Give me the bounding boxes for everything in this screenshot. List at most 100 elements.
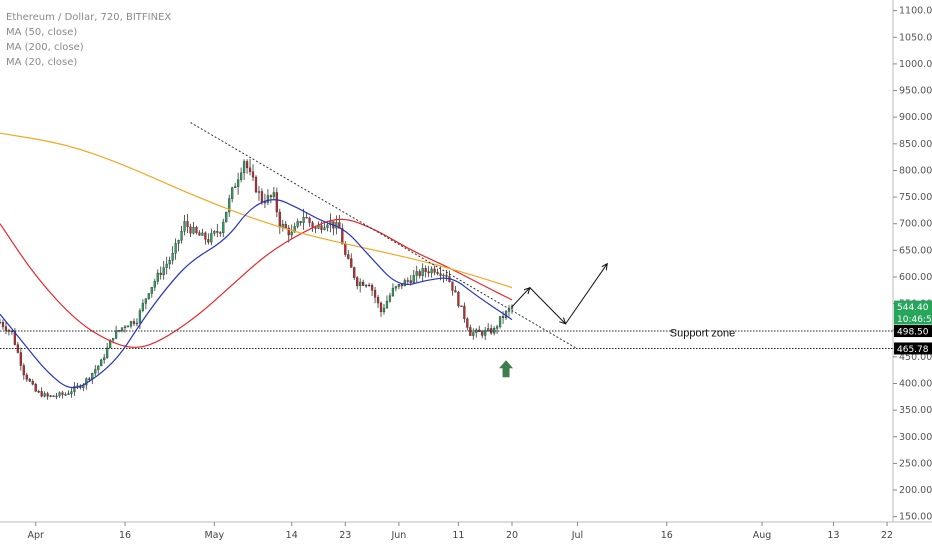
- candle-body: [111, 338, 115, 341]
- candle-body: [388, 295, 392, 302]
- y-tick-label: 950.00: [899, 86, 932, 97]
- candle-body: [293, 226, 296, 233]
- up-arrow-icon: [499, 360, 514, 378]
- candle-body: [237, 179, 240, 187]
- chart-legend: Ethereum / Dollar, 720, BITFINEX MA (50,…: [6, 10, 171, 70]
- candle-body: [433, 268, 436, 273]
- candle-body: [251, 171, 255, 178]
- candle-body: [198, 232, 201, 236]
- candle-body: [439, 273, 442, 276]
- candle-body: [0, 322, 2, 324]
- candle-body: [269, 195, 272, 198]
- candle-body: [305, 216, 308, 219]
- symbol-title[interactable]: Ethereum / Dollar, 720, BITFINEX: [6, 12, 172, 23]
- y-tick-label: 900.00: [899, 112, 932, 123]
- resistance-trendline: [190, 122, 578, 350]
- candle-body: [129, 321, 133, 327]
- candle-body: [272, 192, 275, 198]
- candle-body: [362, 281, 365, 286]
- candle-body: [326, 224, 329, 228]
- candle-body: [454, 290, 457, 293]
- x-tick-label: 13: [827, 530, 839, 541]
- candle-body: [174, 243, 177, 254]
- candle-body: [162, 267, 165, 275]
- candle-body: [1, 322, 5, 327]
- candle-body: [278, 211, 281, 228]
- candle-body: [376, 297, 380, 304]
- candle-body: [347, 254, 350, 259]
- candle-body: [228, 198, 231, 213]
- y-tick-label: 800.00: [899, 165, 932, 176]
- candle-body: [141, 303, 145, 311]
- candle-body: [159, 272, 162, 275]
- candle-body: [338, 222, 341, 229]
- candle-body: [123, 326, 127, 328]
- x-tick-label: Jul: [571, 530, 583, 541]
- candle-body: [248, 167, 252, 172]
- candle-body: [22, 365, 25, 376]
- candle-body: [64, 394, 67, 396]
- y-tick-label: 850.00: [899, 139, 932, 150]
- price-badge-2: [894, 325, 932, 338]
- candle-body: [481, 331, 484, 336]
- candle-body: [114, 330, 118, 339]
- legend-ma50[interactable]: MA (50, close): [6, 27, 78, 38]
- candle-body: [25, 374, 28, 380]
- candle-body: [418, 271, 421, 276]
- legend-ma20[interactable]: MA (20, close): [6, 57, 78, 68]
- y-tick-label: 1000.00: [899, 59, 932, 70]
- candle-body: [451, 281, 454, 291]
- candle-body: [373, 290, 377, 298]
- x-tick-label: Jun: [390, 530, 406, 541]
- price-badge-3: [894, 342, 932, 355]
- candle-body: [231, 187, 234, 199]
- candle-body: [46, 393, 49, 397]
- candle-body: [168, 260, 171, 265]
- ma-line-2: [0, 199, 513, 389]
- price-badge-label: 544.40: [897, 303, 929, 313]
- candle-body: [67, 393, 70, 395]
- x-tick-label: 16: [119, 530, 131, 541]
- candle-body: [156, 272, 159, 282]
- candle-body: [436, 272, 439, 274]
- candle-body: [445, 274, 448, 277]
- candle-body: [400, 284, 403, 287]
- candle-body: [245, 161, 249, 169]
- candle-body: [299, 221, 302, 223]
- candle-body: [192, 227, 195, 234]
- x-tick-label: May: [204, 530, 224, 541]
- candle-body: [424, 268, 427, 272]
- price-badge-0: [894, 300, 932, 313]
- candle-body: [144, 298, 147, 304]
- candle-body: [359, 281, 362, 286]
- candle-body: [287, 227, 290, 236]
- candle-body: [225, 211, 228, 223]
- candle-body: [382, 307, 386, 313]
- candle-body: [394, 286, 398, 289]
- candle-body: [385, 301, 389, 309]
- price-badge-label: 465.78: [897, 345, 929, 355]
- y-tick-label: 700.00: [899, 219, 932, 230]
- candle-body: [406, 280, 409, 282]
- candle-body: [478, 329, 481, 333]
- candle-body: [260, 191, 264, 203]
- candle-body: [165, 263, 168, 268]
- x-tick-label: Aug: [753, 530, 772, 541]
- legend-ma200[interactable]: MA (200, close): [6, 42, 84, 53]
- candle-body: [314, 227, 317, 229]
- y-tick-label: 450.00: [899, 352, 932, 363]
- candle-body: [495, 326, 499, 329]
- candle-body: [498, 316, 502, 327]
- candle-body: [58, 392, 61, 397]
- candle-body: [70, 391, 73, 394]
- y-tick-label: 600.00: [899, 272, 932, 283]
- candle-body: [296, 221, 299, 227]
- candle-body: [442, 274, 445, 277]
- candle-body: [126, 325, 130, 328]
- ma-line-0: [0, 218, 513, 348]
- candle-body: [103, 357, 106, 361]
- candle-body: [219, 232, 222, 234]
- candle-body: [415, 271, 418, 276]
- candle-body: [120, 327, 124, 331]
